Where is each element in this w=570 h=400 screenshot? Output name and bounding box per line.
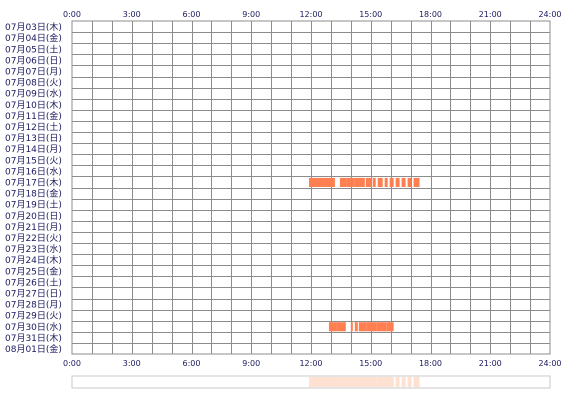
x-tick-label-top: 6:00: [183, 10, 201, 19]
summary-segment: [366, 377, 377, 387]
x-tick-label-bottom: 0:00: [63, 359, 81, 368]
summary-segment: [316, 377, 325, 387]
activity-segment: [389, 177, 394, 187]
day-label: 07月08日(火): [5, 78, 62, 89]
day-label: 07月19日(土): [5, 199, 62, 211]
day-label: 07月05日(土): [5, 43, 62, 55]
day-label: 07月14日(月): [5, 144, 62, 155]
day-label: 08月01日(金): [5, 343, 62, 355]
x-tick-label-top: 9:00: [242, 10, 260, 19]
summary-segment: [336, 377, 346, 387]
summary-segment: [413, 377, 420, 387]
activity-segment: [395, 177, 400, 187]
x-tick-label-bottom: 24:00: [538, 359, 561, 368]
day-label: 07月24日(木): [5, 254, 62, 266]
x-tick-label-bottom: 9:00: [242, 359, 260, 368]
day-label: 07月12日(土): [5, 121, 62, 133]
activity-segment: [339, 177, 347, 187]
activity-segment: [365, 177, 372, 187]
summary-segment: [309, 377, 317, 387]
x-tick-label-top: 15:00: [359, 10, 382, 19]
activity-segment: [350, 322, 353, 332]
day-label: 07月13日(日): [5, 133, 62, 144]
x-tick-label-top: 21:00: [479, 10, 502, 19]
x-tick-label-bottom: 6:00: [183, 359, 201, 368]
activity-segment: [377, 177, 383, 187]
day-label: 07月31日(木): [5, 332, 62, 344]
x-tick-label-top: 24:00: [538, 10, 561, 19]
day-label: 07月17日(木): [5, 176, 62, 188]
day-label: 07月11日(金): [5, 110, 62, 122]
x-tick-label-bottom: 12:00: [299, 359, 322, 368]
summary-segment: [328, 377, 337, 387]
x-tick-label-top: 12:00: [299, 10, 322, 19]
summary-segment: [376, 377, 387, 387]
summary-segment: [354, 377, 358, 387]
x-tick-label-top: 0:00: [63, 10, 81, 19]
x-tick-label-bottom: 18:00: [419, 359, 442, 368]
day-label: 07月23日(水): [5, 243, 62, 255]
summary-segment: [350, 377, 353, 387]
day-label: 07月10日(木): [5, 99, 62, 111]
day-label: 07月16日(水): [5, 165, 62, 177]
day-label: 07月29日(火): [5, 311, 62, 322]
summary-segment: [358, 377, 367, 387]
day-label: 07月20日(日): [5, 211, 62, 222]
x-tick-label-top: 18:00: [419, 10, 442, 19]
x-tick-label-bottom: 15:00: [359, 359, 382, 368]
day-label: 07月30日(水): [5, 321, 62, 333]
activity-segments: [309, 177, 420, 332]
activity-segment: [384, 177, 388, 187]
activity-segment: [324, 177, 335, 187]
day-label: 07月09日(水): [5, 88, 62, 100]
activity-segment: [328, 322, 337, 332]
day-label: 07月26日(土): [5, 276, 62, 288]
x-tick-label-top: 3:00: [123, 10, 141, 19]
activity-segment: [316, 177, 325, 187]
activity-segment: [413, 177, 420, 187]
day-label: 07月15日(火): [5, 155, 62, 166]
activity-segment: [354, 177, 365, 187]
day-label: 07月04日(金): [5, 32, 62, 44]
activity-segment: [336, 322, 346, 332]
activity-segment: [354, 322, 358, 332]
day-label: 07月27日(日): [5, 288, 62, 299]
activity-segment: [386, 322, 394, 332]
grid: [71, 20, 551, 355]
day-label: 07月25日(金): [5, 265, 62, 277]
day-label: 07月06日(日): [5, 55, 62, 66]
day-label: 07月18日(金): [5, 188, 62, 200]
summary-segment: [386, 377, 394, 387]
summary-segment: [407, 377, 412, 387]
x-tick-label-bottom: 3:00: [123, 359, 141, 368]
activity-segment: [346, 177, 355, 187]
activity-segment: [366, 322, 377, 332]
day-label: 07月03日(木): [5, 21, 62, 33]
labels: 07月03日(木)07月04日(金)07月05日(土)07月06日(日)07月0…: [5, 10, 562, 368]
activity-segment: [407, 177, 412, 187]
activity-segment: [309, 177, 317, 187]
activity-segment: [358, 322, 367, 332]
day-label: 07月22日(火): [5, 233, 62, 244]
day-label: 07月07日(月): [5, 66, 62, 77]
summary-segment: [401, 377, 406, 387]
day-label: 07月21日(月): [5, 222, 62, 233]
activity-segment: [401, 177, 406, 187]
summary-segment: [395, 377, 400, 387]
day-label: 07月28日(月): [5, 300, 62, 311]
activity-segment: [376, 322, 387, 332]
summary-strip: [71, 375, 551, 389]
activity-segment: [372, 177, 376, 187]
x-tick-label-bottom: 21:00: [479, 359, 502, 368]
